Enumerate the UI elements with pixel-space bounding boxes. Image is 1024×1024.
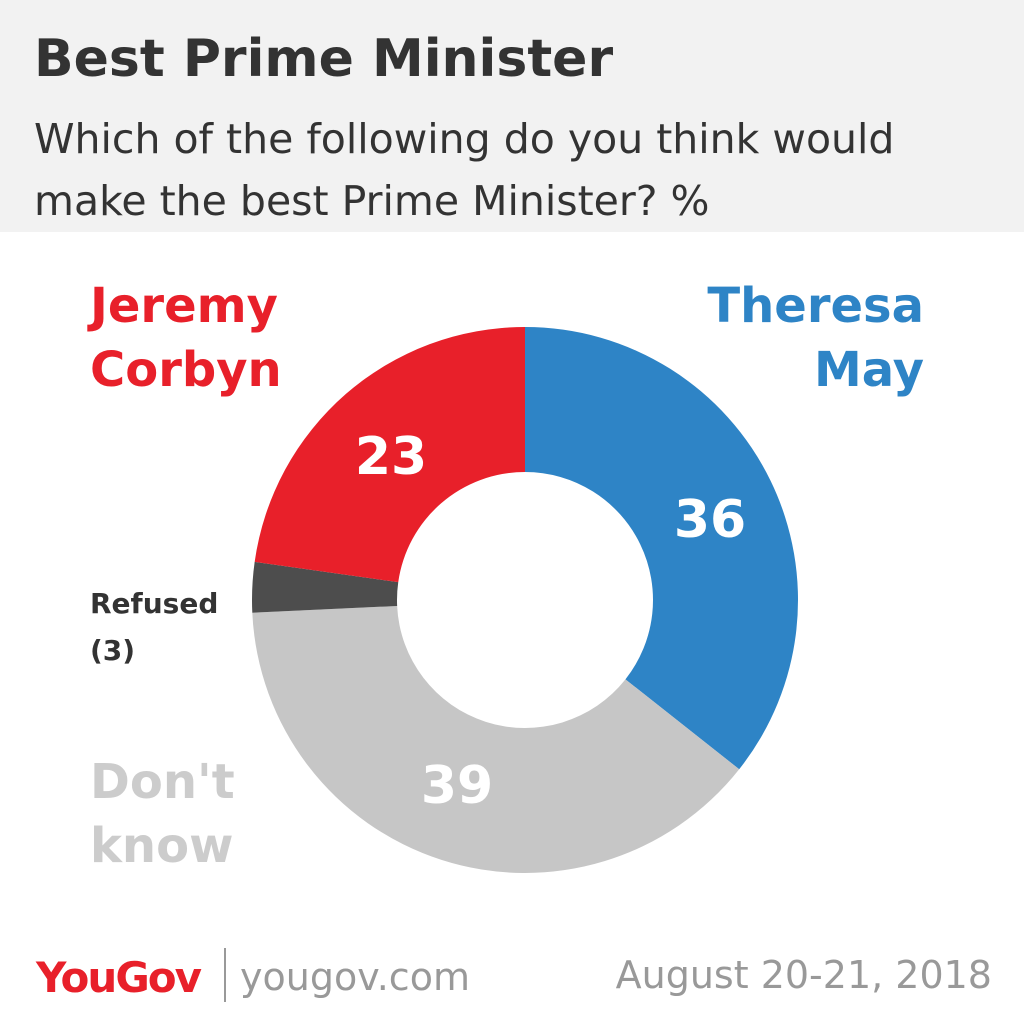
value-label: (3) <box>90 634 135 667</box>
category-label: Refused <box>90 587 219 620</box>
category-label: Theresa May <box>707 278 924 398</box>
value-label: 23 <box>355 427 427 487</box>
header-band <box>0 0 1024 232</box>
brand: YouGov <box>35 953 202 1002</box>
category-label: Don't know <box>90 754 235 874</box>
donut-segment <box>252 605 740 874</box>
date: August 20-21, 2018 <box>616 953 992 997</box>
website: yougov.com <box>240 955 470 999</box>
donut-segment <box>252 561 399 613</box>
chart-subtitle: Which of the following do you think woul… <box>34 115 895 225</box>
category-label: Jeremy Corbyn <box>90 278 282 398</box>
value-label: 39 <box>421 756 493 816</box>
value-label: 36 <box>674 490 746 550</box>
chart-title: Best Prime Minister <box>34 29 613 89</box>
donut-segment <box>525 327 799 770</box>
donut-segment <box>254 327 525 583</box>
